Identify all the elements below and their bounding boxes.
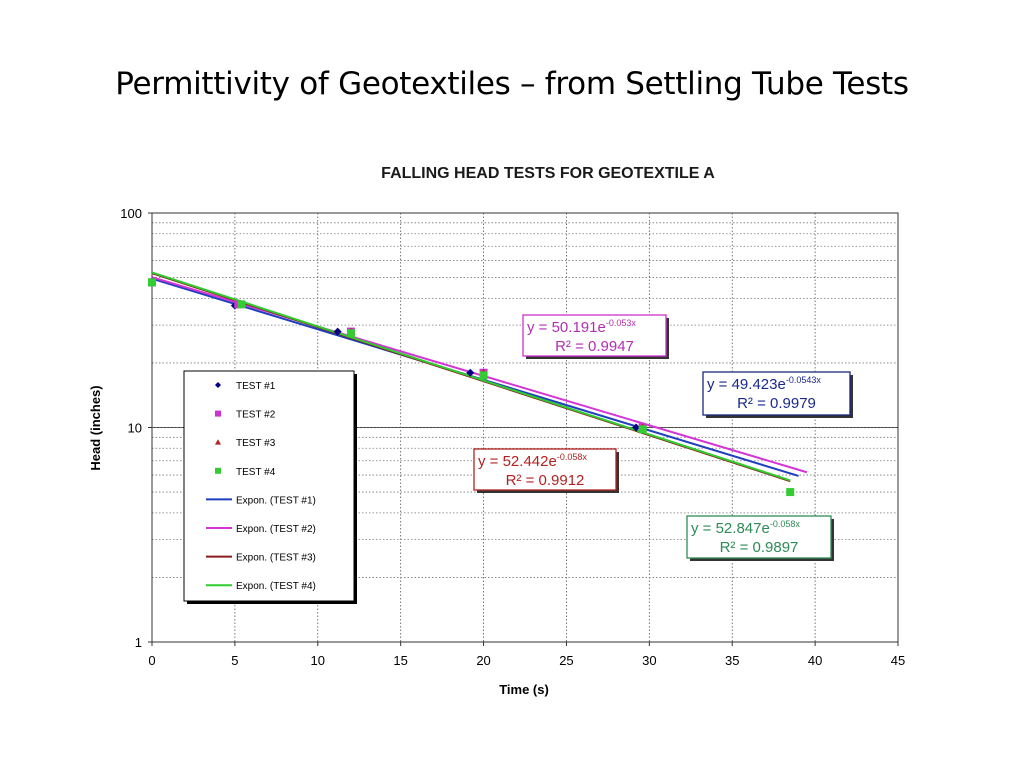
- x-tick-label: 5: [231, 653, 238, 668]
- legend-label: Expon. (TEST #4): [236, 581, 316, 592]
- r-squared-text: R² = 0.9947: [555, 338, 634, 355]
- equation-box-frame: [473, 448, 617, 491]
- equation-box-frame: [686, 515, 832, 559]
- equation-box-frame: [702, 371, 851, 416]
- x-tick-label: 45: [891, 653, 905, 668]
- data-point-square: [215, 410, 221, 417]
- equation-exponent: -0.058x: [770, 519, 801, 529]
- equation-main: y = 52.847e: [691, 520, 770, 537]
- r-squared-text: R² = 0.9912: [506, 472, 585, 489]
- x-tick-label: 10: [311, 653, 325, 668]
- equation-exponent: -0.0543x: [786, 375, 822, 385]
- equation-text: y = 49.423e-0.0543x: [707, 375, 821, 393]
- equation-box: y = 49.423e-0.0543x R² = 0.9979: [702, 371, 853, 418]
- legend-label: TEST #3: [236, 438, 276, 449]
- x-tick-label: 40: [808, 653, 822, 668]
- legend-label: TEST #4: [236, 467, 276, 478]
- equation-main: y = 50.191e: [527, 319, 606, 336]
- data-point-square: [215, 467, 221, 474]
- legend: TEST #1 TEST #2 TEST #3 TEST #4 Expon. (TEST…: [183, 370, 357, 604]
- chart-ticks: 0 5 10 15 20 25 30 35 40 45 1 10 100: [120, 206, 905, 668]
- r-squared-text: R² = 0.9979: [737, 395, 816, 412]
- chart-title: FALLING HEAD TESTS FOR GEOTEXTILE A: [381, 165, 715, 182]
- y-tick-label: 1: [135, 635, 142, 650]
- legend-label: TEST #2: [236, 410, 276, 421]
- equation-main: y = 52.442e: [478, 453, 557, 470]
- data-point-diamond: [466, 368, 475, 377]
- equation-text: y = 52.442e-0.058x: [478, 452, 587, 470]
- equation-box-frame: [522, 314, 667, 357]
- equation-exponent: -0.053x: [606, 318, 637, 328]
- equation-box: y = 50.191e-0.053x R² = 0.9947: [522, 314, 669, 359]
- x-tick-label: 15: [393, 653, 407, 668]
- legend-label: Expon. (TEST #2): [236, 524, 316, 535]
- slide-title: Permittivity of Geotextiles – from Settl…: [115, 66, 909, 102]
- data-point-triangle: [215, 439, 221, 445]
- equation-box: y = 52.847e-0.058x R² = 0.9897: [686, 515, 834, 561]
- equation-exponent: -0.058x: [557, 452, 588, 462]
- y-tick-label: 100: [120, 206, 142, 221]
- y-axis-label: Head (inches): [88, 385, 103, 470]
- data-point-square: [638, 425, 647, 434]
- data-point-square: [479, 371, 488, 380]
- r-squared-text: R² = 0.9897: [720, 539, 799, 556]
- data-markers: [148, 277, 795, 497]
- legend-label: Expon. (TEST #1): [236, 495, 316, 506]
- data-point-square: [148, 278, 156, 287]
- legend-label: Expon. (TEST #3): [236, 553, 316, 564]
- data-point-diamond: [215, 382, 221, 388]
- equation-text: y = 50.191e-0.053x: [527, 318, 636, 336]
- x-tick-label: 25: [559, 653, 573, 668]
- equation-annotations: y = 50.191e-0.053x R² = 0.9947 y = 49.423e…: [473, 314, 853, 561]
- data-point-square: [237, 300, 246, 309]
- data-point-diamond: [333, 327, 342, 336]
- legend-label: TEST #1: [236, 381, 276, 392]
- data-point-square: [346, 329, 355, 338]
- trendlines: [151, 271, 808, 483]
- equation-main: y = 49.423e: [707, 376, 786, 393]
- trendline: [151, 271, 791, 482]
- x-tick-label: 30: [642, 653, 656, 668]
- equation-box: y = 52.442e-0.058x R² = 0.9912: [473, 448, 619, 493]
- x-tick-label: 20: [476, 653, 490, 668]
- x-axis-label: Time (s): [499, 682, 549, 697]
- x-tick-label: 35: [725, 653, 739, 668]
- x-tick-label: 0: [148, 653, 155, 668]
- equation-text: y = 52.847e-0.058x: [691, 519, 800, 537]
- data-point-square: [786, 488, 795, 497]
- y-tick-label: 10: [128, 421, 142, 436]
- legend-box: [183, 370, 355, 602]
- data-point-diamond: [632, 423, 641, 432]
